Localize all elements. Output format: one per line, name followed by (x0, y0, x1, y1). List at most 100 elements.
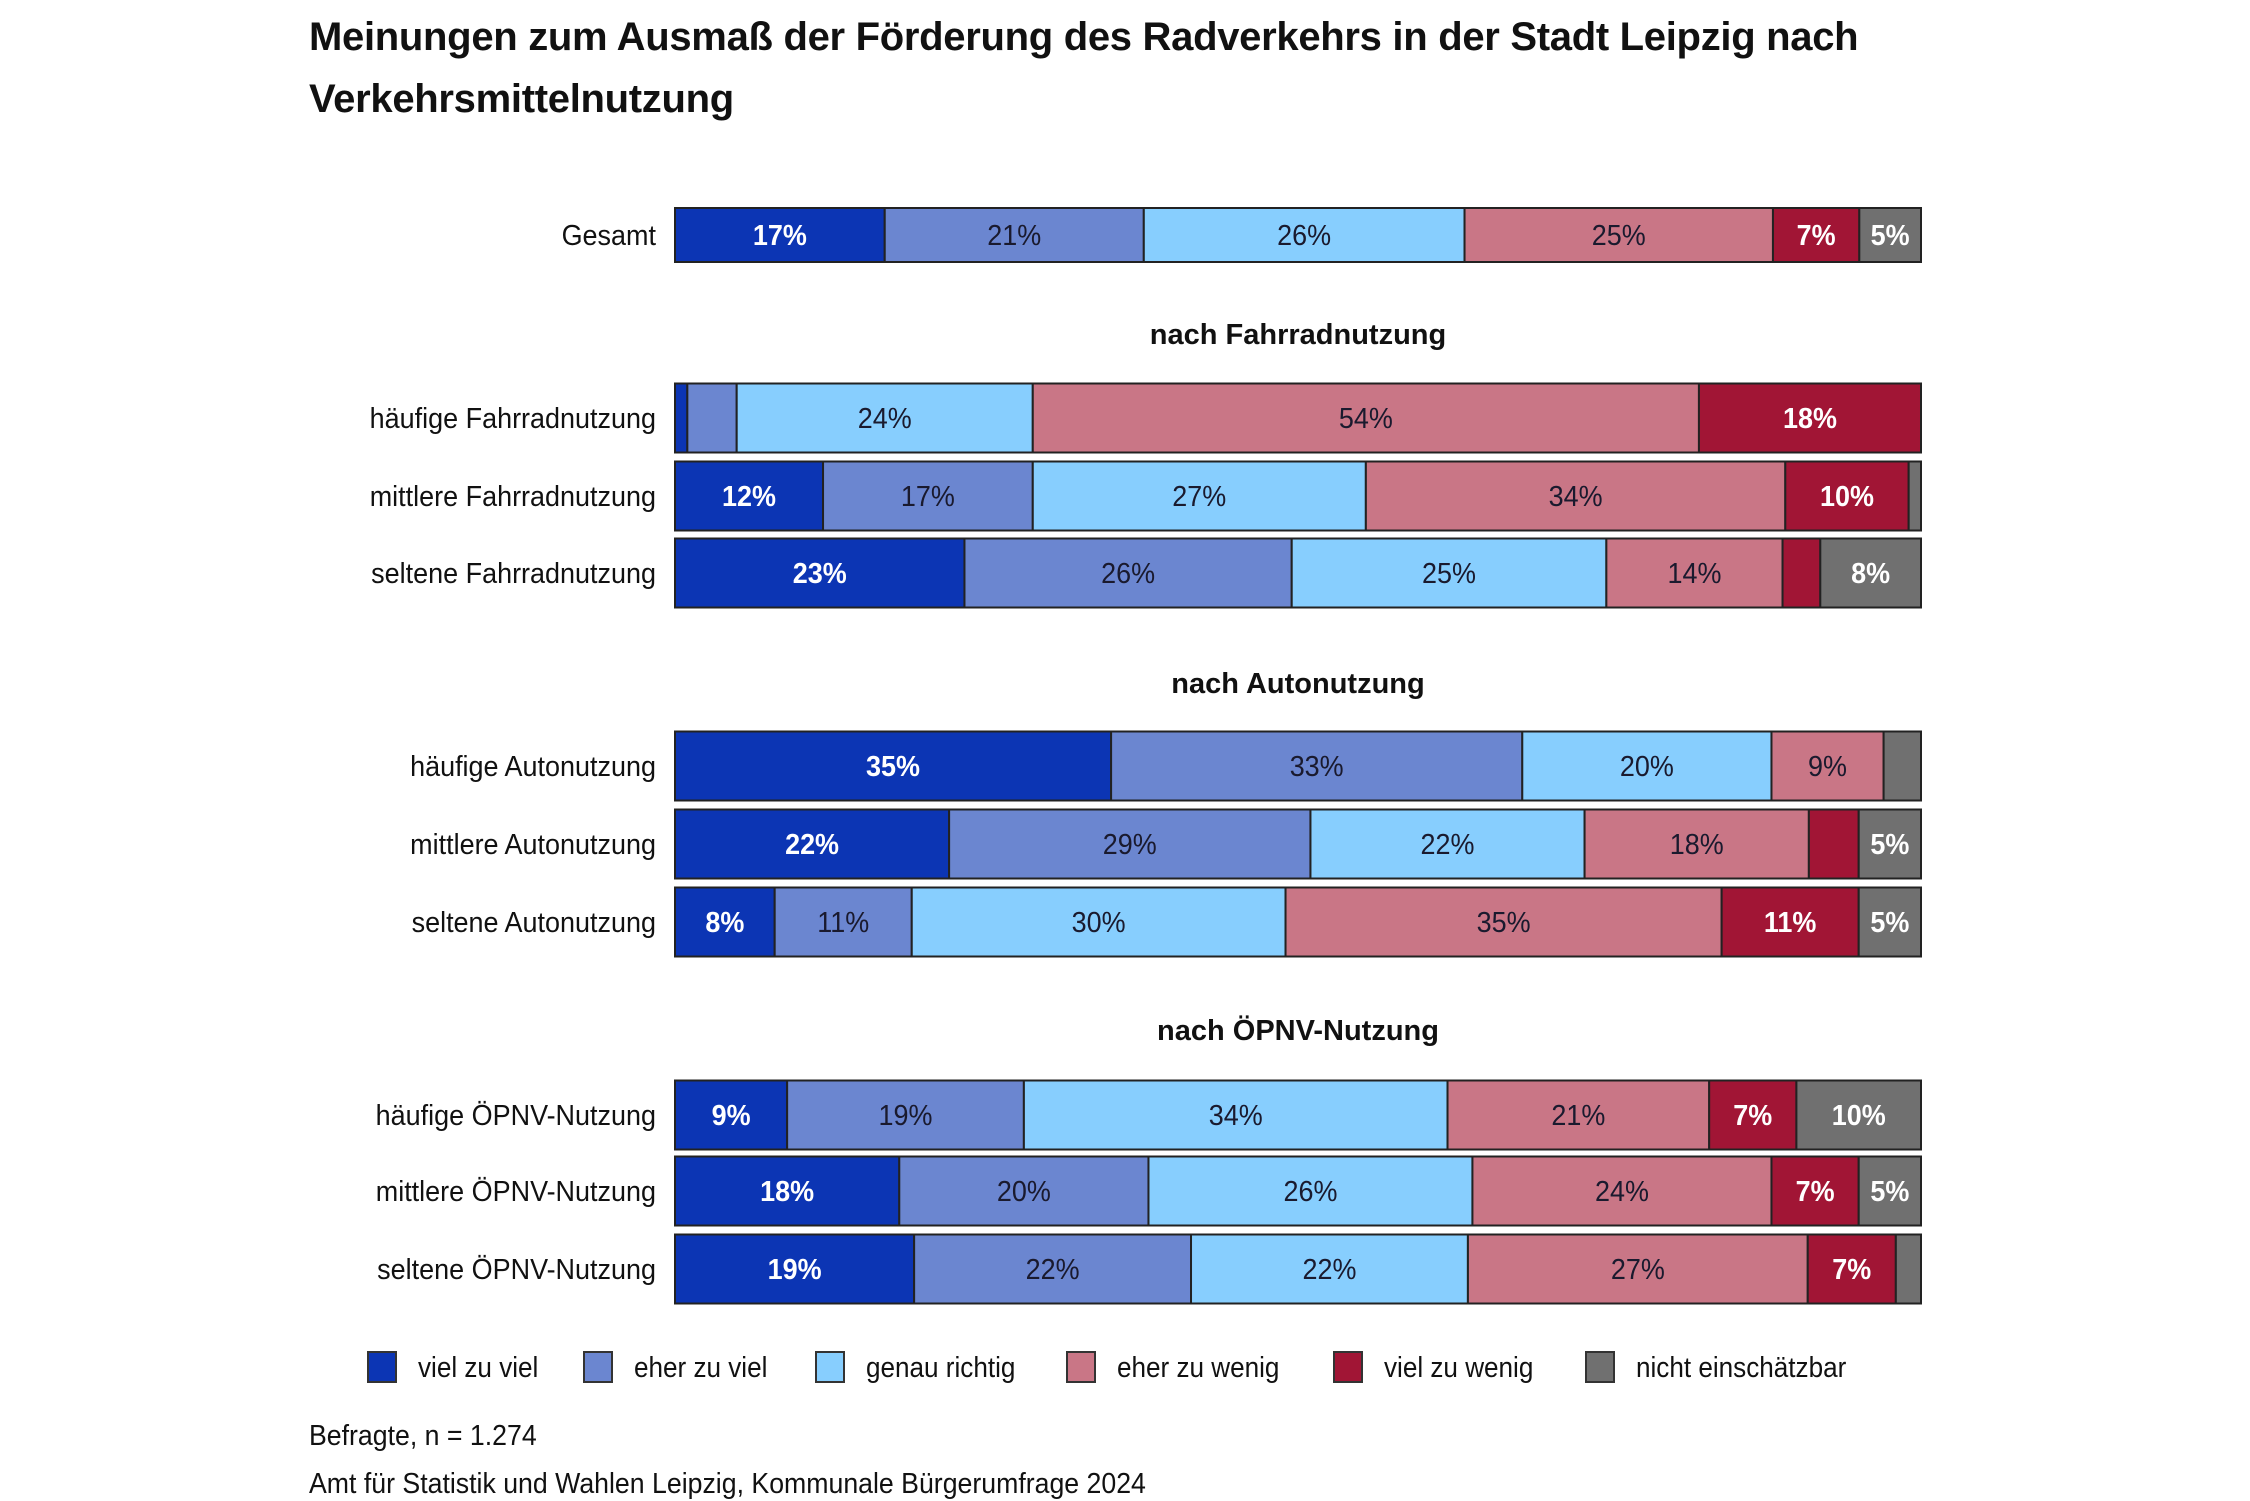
data-label: 11% (1764, 906, 1817, 938)
bar-segment-genau-richtig (1309, 808, 1586, 880)
data-label: 14% (1667, 557, 1721, 589)
data-label: 22% (1302, 1253, 1356, 1285)
data-label: 10% (1832, 1099, 1886, 1131)
data-label: 5% (1870, 1175, 1909, 1207)
data-label: 10% (1820, 480, 1874, 512)
bar-segment-eher-zu-wenig (1583, 808, 1810, 880)
bar-segment-eher-zu-wenig (1605, 537, 1784, 609)
data-label: 34% (1549, 480, 1603, 512)
source-note: Amt für Statistik und Wahlen Leipzig, Ko… (309, 1468, 1146, 1500)
data-label: 25% (1592, 219, 1646, 251)
bar-segment-viel-zu-viel (674, 1233, 916, 1305)
data-label: 35% (866, 750, 920, 782)
bar-segment-genau-richtig (1031, 460, 1367, 532)
bar-segment-viel-zu-wenig (1807, 808, 1860, 880)
category-label: häufige ÖPNV-Nutzung (376, 1099, 656, 1131)
data-label: 8% (705, 906, 744, 938)
data-label: 19% (879, 1099, 933, 1131)
category-label: seltene Autonutzung (412, 906, 656, 938)
category-label: häufige Fahrradnutzung (370, 402, 656, 434)
bar-segment-viel-zu-viel (674, 808, 951, 880)
bar-segment-viel-zu-wenig (1770, 1155, 1860, 1227)
category-label: mittlere ÖPNV-Nutzung (376, 1175, 656, 1207)
data-label: 35% (1477, 906, 1531, 938)
legend-label: viel zu wenig (1384, 1351, 1533, 1384)
data-label: 20% (997, 1175, 1051, 1207)
category-label: Gesamt (562, 219, 657, 251)
legend-swatch (1333, 1351, 1363, 1383)
data-label: 26% (1101, 557, 1155, 589)
bar-segment-eher-zu-viel (1110, 730, 1524, 802)
data-label: 18% (1783, 402, 1837, 434)
legend-swatch (1066, 1351, 1096, 1383)
data-label: 23% (793, 557, 847, 589)
bar-segment-genau-richtig (910, 886, 1287, 958)
bar-segment-viel-zu-wenig (1697, 382, 1922, 454)
bar-segment-nicht-einschätzbar (1894, 1233, 1922, 1305)
data-label: 54% (1339, 402, 1393, 434)
bar-segment-viel-zu-wenig (1784, 460, 1910, 532)
bar-segment-eher-zu-wenig (1446, 1079, 1711, 1151)
bar-segment-nicht-einschätzbar (1819, 537, 1922, 609)
bar-segment-eher-zu-viel (686, 382, 738, 454)
data-label: 21% (987, 219, 1041, 251)
data-label: 11% (817, 906, 869, 938)
data-label: 26% (1283, 1175, 1337, 1207)
bar-segment-nicht-einschätzbar (1882, 730, 1922, 802)
bar-segment-eher-zu-wenig (1364, 460, 1787, 532)
bar-segment-eher-zu-viel (822, 460, 1034, 532)
data-label: 7% (1796, 1175, 1835, 1207)
bar-segment-viel-zu-viel (674, 1079, 789, 1151)
group-heading: nach Fahrradnutzung (1150, 319, 1446, 351)
data-label: 22% (1421, 828, 1475, 860)
data-label: 18% (760, 1175, 814, 1207)
legend-swatch (1585, 1351, 1615, 1383)
bar-segment-genau-richtig (1290, 537, 1608, 609)
bar-segment-eher-zu-viel (773, 886, 913, 958)
bar-segment-viel-zu-wenig (1781, 537, 1822, 609)
legend-label: eher zu wenig (1117, 1351, 1279, 1384)
legend-label: genau richtig (866, 1351, 1015, 1384)
bar-segment-nicht-einschätzbar (1857, 1155, 1922, 1227)
bar-segment-nicht-einschätzbar (1795, 1079, 1923, 1151)
bar-segment-nicht-einschätzbar (1857, 808, 1922, 880)
data-label: 25% (1422, 557, 1476, 589)
legend-swatch (367, 1351, 397, 1383)
data-label: 17% (901, 480, 955, 512)
data-label: 7% (1733, 1099, 1772, 1131)
bar-segment-eher-zu-viel (786, 1079, 1025, 1151)
data-label: 30% (1072, 906, 1126, 938)
bar-segment-viel-zu-wenig (1720, 886, 1860, 958)
bar-segment-viel-zu-viel (674, 207, 886, 263)
category-label: häufige Autonutzung (410, 750, 656, 782)
category-label: seltene Fahrradnutzung (371, 557, 656, 589)
bar-segment-viel-zu-wenig (1806, 1233, 1897, 1305)
bar-segment-eher-zu-wenig (1284, 886, 1723, 958)
bar-segment-genau-richtig (1190, 1233, 1469, 1305)
data-label: 27% (1611, 1253, 1665, 1285)
bar-segment-genau-richtig (1022, 1079, 1449, 1151)
data-label: 8% (1851, 557, 1890, 589)
bar-segment-nicht-einschätzbar (1857, 886, 1922, 958)
group-heading: nach Autonutzung (1171, 668, 1424, 700)
legend-label: eher zu viel (634, 1351, 767, 1384)
bar-segment-eher-zu-wenig (1466, 1233, 1809, 1305)
chart-title: Meinungen zum Ausmaß der Förderung des R… (309, 15, 1859, 121)
bar-segment-eher-zu-wenig (1463, 207, 1774, 263)
data-label: 5% (1870, 828, 1909, 860)
data-label: 22% (785, 828, 839, 860)
legend-label: nicht einschätzbar (1636, 1351, 1846, 1384)
bar-segment-viel-zu-viel (674, 1155, 901, 1227)
data-label: 34% (1209, 1099, 1263, 1131)
data-label: 24% (1595, 1175, 1649, 1207)
data-label: 21% (1551, 1099, 1605, 1131)
data-label: 26% (1277, 219, 1331, 251)
data-label: 19% (768, 1253, 822, 1285)
data-label: 33% (1290, 750, 1344, 782)
data-label: 20% (1620, 750, 1674, 782)
data-label: 9% (1808, 750, 1847, 782)
group-heading: nach ÖPNV-Nutzung (1157, 1014, 1439, 1047)
bar-segment-nicht-einschätzbar (1858, 207, 1922, 263)
category-label: mittlere Autonutzung (410, 828, 656, 860)
